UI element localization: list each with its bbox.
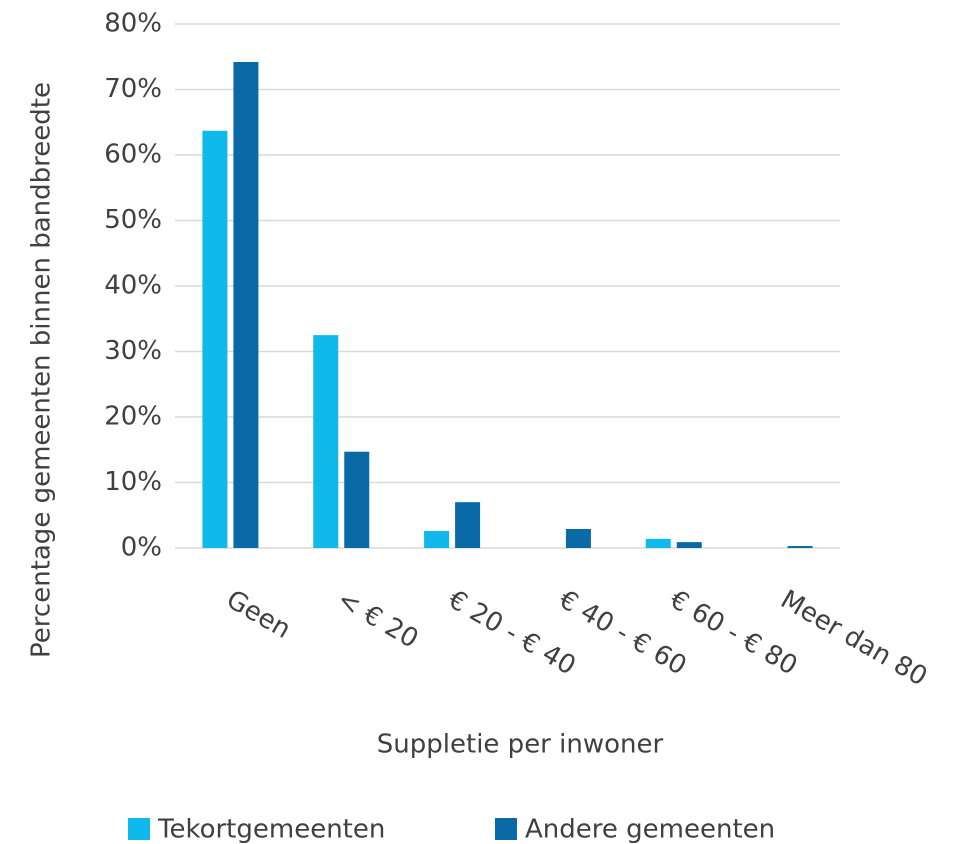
bar	[233, 61, 259, 549]
y-axis-title: Percentage gemeenten binnen bandbreedte	[27, 82, 57, 658]
bar	[455, 502, 481, 548]
legend-label: Tekortgemeenten	[157, 815, 385, 844]
y-tick-label: 70%	[104, 74, 162, 104]
y-tick-label: 80%	[104, 9, 162, 39]
bar	[645, 538, 671, 548]
bar	[424, 530, 450, 548]
legend-label: Andere gemeenten	[525, 815, 775, 844]
bar	[565, 529, 591, 548]
y-tick-label: 30%	[104, 336, 162, 366]
bar	[313, 335, 339, 548]
x-tick-label: Geen	[221, 585, 295, 645]
y-tick-label: 50%	[104, 205, 162, 235]
bar	[344, 451, 370, 548]
bar	[676, 542, 702, 548]
y-tick-label: 60%	[104, 140, 162, 170]
x-tick-label: < € 20	[332, 585, 423, 655]
legend-swatch	[128, 818, 150, 840]
y-tick-label: 10%	[104, 467, 162, 497]
y-tick-label: 40%	[104, 271, 162, 301]
bar	[202, 130, 228, 548]
y-tick-label: 20%	[104, 402, 162, 432]
legend-swatch	[495, 818, 517, 840]
y-tick-label: 0%	[121, 533, 162, 563]
bar	[787, 546, 813, 548]
x-axis-title: Suppletie per inwoner	[377, 730, 664, 760]
x-tick-label: Meer dan 80	[775, 585, 932, 693]
